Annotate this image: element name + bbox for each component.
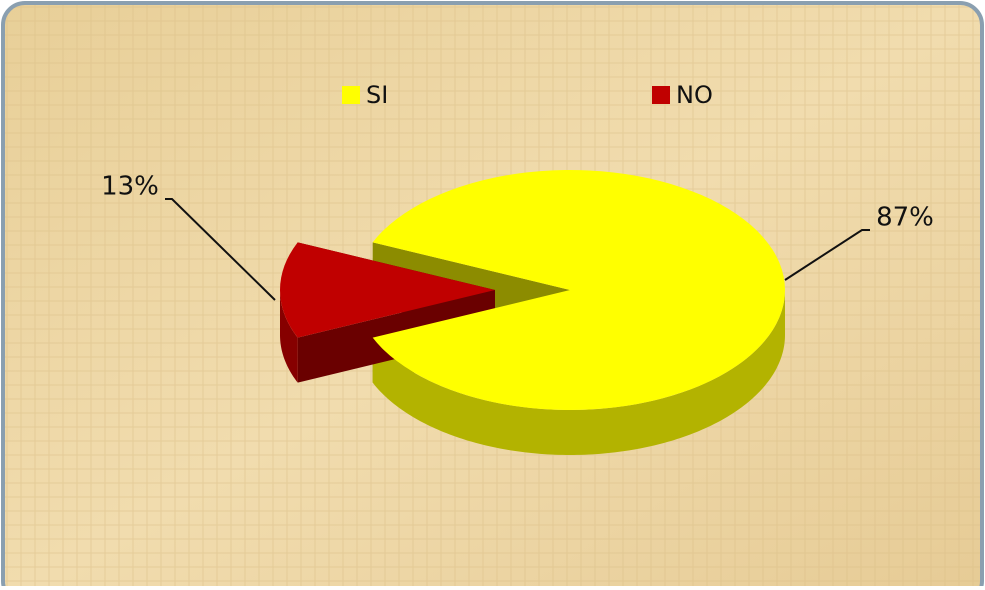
slice-side [280, 290, 298, 383]
leader-line [784, 229, 870, 281]
slice-side [372, 290, 785, 455]
slice [372, 170, 785, 411]
slice [280, 242, 495, 338]
data-label: 87% [876, 203, 934, 233]
legend-swatch [652, 86, 670, 104]
legend-swatch [342, 86, 360, 104]
data-label: 13% [101, 172, 159, 202]
leader-line [165, 198, 276, 301]
labels: 87% 13% [101, 172, 934, 301]
legend-label: SI [366, 81, 388, 109]
pie [280, 170, 785, 455]
legend-label: NO [676, 81, 713, 109]
legend: SI NO [342, 81, 713, 109]
